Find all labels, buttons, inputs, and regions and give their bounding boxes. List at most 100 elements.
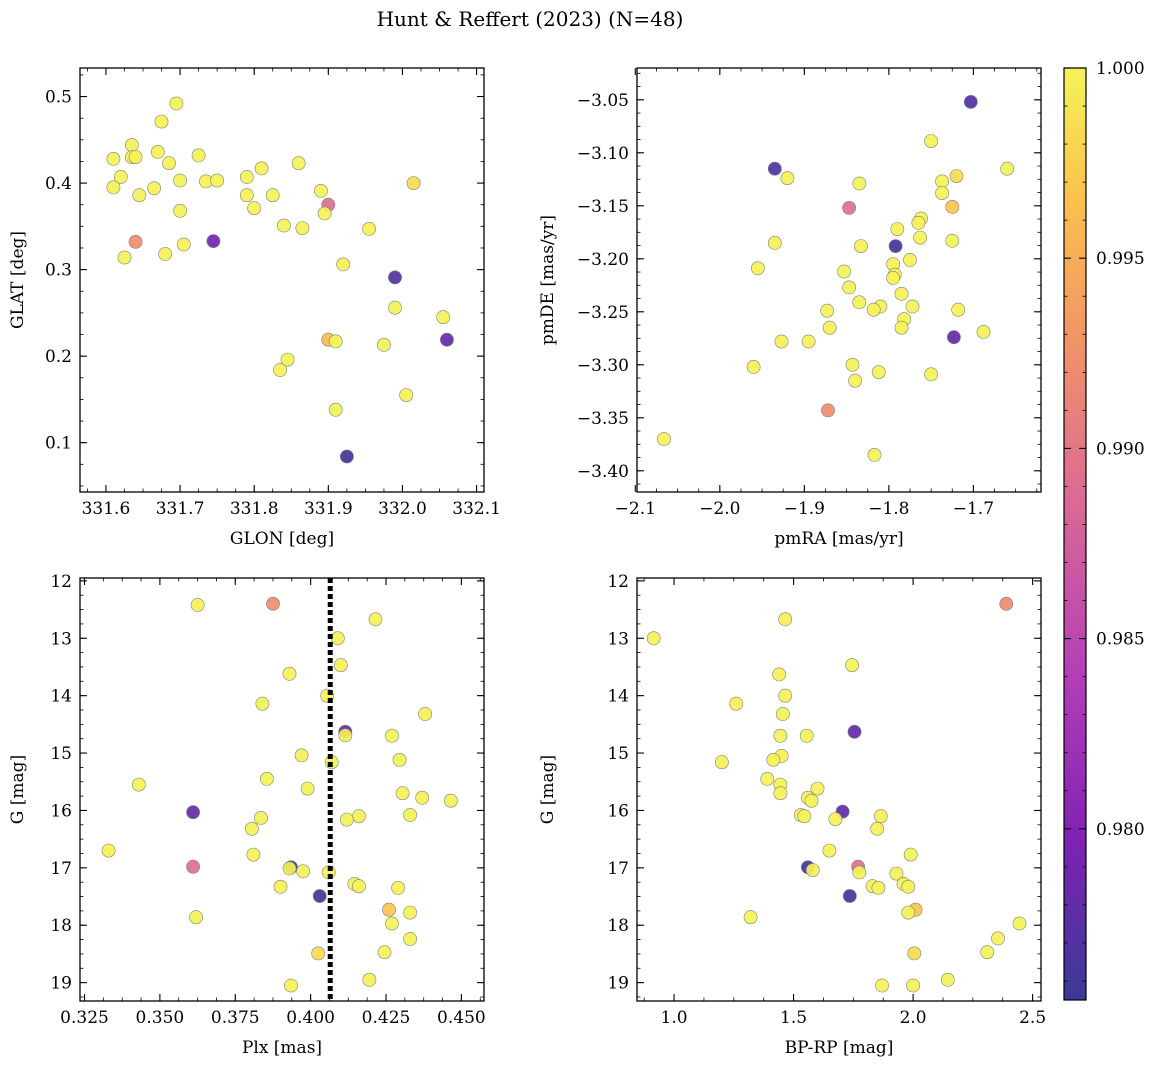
data-point bbox=[889, 866, 904, 881]
x-tick-label: 0.325 bbox=[60, 1008, 109, 1028]
data-point bbox=[206, 234, 221, 248]
data-point bbox=[842, 200, 856, 215]
y-tick-label: 13 bbox=[50, 629, 72, 649]
data-point bbox=[772, 667, 787, 682]
colorbar-tick-label: 0.980 bbox=[1096, 820, 1145, 840]
data-point bbox=[392, 753, 407, 767]
y-tick-label: 19 bbox=[50, 974, 72, 994]
data-point bbox=[820, 303, 835, 318]
data-point bbox=[848, 373, 862, 388]
data-point bbox=[362, 221, 376, 236]
data-point bbox=[388, 300, 402, 315]
x-axis-label: GLON [deg] bbox=[230, 529, 334, 549]
y-axis-label: G [mag] bbox=[538, 755, 558, 824]
data-point bbox=[399, 388, 414, 402]
data-point bbox=[867, 447, 882, 462]
data-point bbox=[901, 905, 916, 920]
data-point bbox=[945, 233, 960, 248]
data-point bbox=[296, 864, 310, 879]
y-tick-label: 13 bbox=[607, 629, 629, 649]
data-point bbox=[186, 805, 200, 820]
data-point bbox=[294, 748, 309, 763]
data-point bbox=[124, 138, 139, 152]
y-axis-label: G [mag] bbox=[8, 755, 28, 824]
data-point bbox=[774, 334, 789, 349]
data-point bbox=[351, 809, 366, 824]
x-tick-label: 0.350 bbox=[136, 1008, 185, 1028]
x-tick-label: 0.375 bbox=[211, 1008, 260, 1028]
data-point bbox=[210, 173, 224, 188]
x-tick-label: −1.8 bbox=[868, 499, 909, 519]
data-point bbox=[894, 320, 909, 335]
data-point bbox=[845, 658, 859, 673]
axes-frame bbox=[79, 577, 485, 1002]
y-tick-label: 0.5 bbox=[45, 88, 72, 108]
panel-pmra-pmde: −2.1 −2.0 −1.9 −1.8 −1.7 −3.05 −3.10 −3.15 −3.20… bbox=[538, 67, 1042, 549]
data-point bbox=[886, 270, 900, 285]
data-point bbox=[186, 859, 200, 874]
data-point bbox=[870, 821, 885, 836]
data-point bbox=[273, 879, 288, 894]
data-point bbox=[746, 359, 761, 374]
data-point bbox=[821, 403, 835, 418]
data-point bbox=[158, 247, 173, 261]
y-tick-label: −3.40 bbox=[577, 462, 629, 482]
data-point bbox=[259, 772, 274, 786]
data-point bbox=[436, 310, 451, 325]
y-tick-label: −3.10 bbox=[577, 144, 629, 164]
data-point bbox=[282, 666, 297, 681]
data-point bbox=[828, 812, 843, 826]
x-tick-label: 2.0 bbox=[900, 1008, 927, 1028]
data-point bbox=[646, 631, 661, 646]
data-point bbox=[778, 612, 793, 627]
data-point bbox=[866, 302, 881, 317]
data-point bbox=[254, 161, 269, 176]
data-point bbox=[106, 180, 121, 195]
x-tick-label: 0.400 bbox=[286, 1008, 335, 1028]
data-point bbox=[751, 261, 765, 276]
data-point bbox=[173, 203, 187, 218]
y-tick-label: 18 bbox=[607, 916, 629, 936]
data-point bbox=[760, 772, 775, 786]
data-point bbox=[804, 793, 819, 808]
data-point bbox=[980, 945, 995, 960]
data-point bbox=[351, 879, 366, 894]
data-point bbox=[842, 280, 856, 295]
data-point bbox=[780, 171, 795, 186]
data-point bbox=[312, 889, 327, 903]
x-tick-label: 0.450 bbox=[437, 1008, 486, 1028]
data-point bbox=[162, 156, 176, 171]
data-point bbox=[291, 156, 306, 171]
data-point bbox=[935, 174, 949, 189]
data-point bbox=[239, 188, 254, 203]
colorbar-tick-label: 0.995 bbox=[1096, 249, 1145, 269]
data-point bbox=[247, 201, 262, 216]
x-axis-label: BP-RP [mag] bbox=[785, 1038, 894, 1058]
data-point bbox=[406, 176, 421, 190]
data-point bbox=[391, 881, 405, 895]
data-point bbox=[837, 264, 851, 279]
y-tick-label: 14 bbox=[607, 687, 629, 707]
plot-area-bprp-g bbox=[637, 578, 1041, 1001]
data-point bbox=[775, 707, 790, 721]
x-tick-label: −1.7 bbox=[953, 499, 994, 519]
x-tick-label: 1.5 bbox=[780, 1008, 807, 1028]
data-point bbox=[903, 847, 918, 862]
data-point bbox=[282, 861, 297, 876]
panel-bprp-g: 1.0 1.5 2.0 2.5 12 13 14 15 16 17 18 19 BP-RP [mag] G… bbox=[538, 572, 1046, 1058]
data-point bbox=[403, 808, 417, 822]
data-point bbox=[336, 257, 351, 272]
data-point bbox=[976, 324, 991, 339]
colorbar-gradient bbox=[1063, 67, 1087, 1001]
data-point bbox=[845, 357, 860, 372]
y-axis-label: GLAT [deg] bbox=[8, 231, 28, 329]
data-point bbox=[117, 250, 132, 265]
x-tick-label: −2.1 bbox=[615, 499, 656, 519]
data-point bbox=[778, 688, 793, 703]
data-point bbox=[913, 230, 927, 245]
data-point bbox=[154, 114, 169, 129]
figure-title: Hunt & Reffert (2023) (N=48) bbox=[377, 7, 684, 31]
x-tick-label: −2.0 bbox=[699, 499, 740, 519]
data-point bbox=[852, 865, 867, 880]
